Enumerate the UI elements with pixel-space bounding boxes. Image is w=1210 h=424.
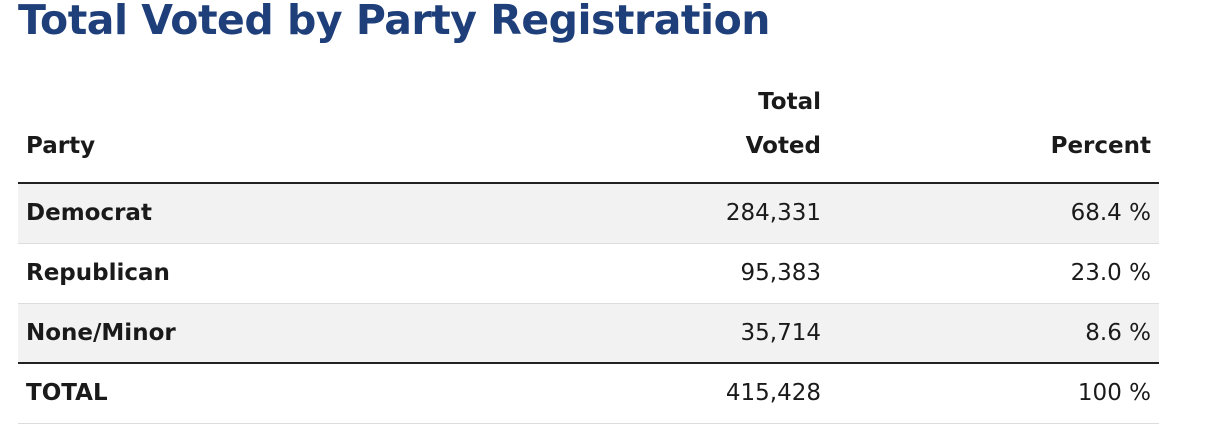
total-row: TOTAL 415,428 100 % (18, 362, 1159, 424)
party-cell: Republican (18, 243, 629, 304)
table-row: Republican 95,383 23.0 % (18, 243, 1159, 304)
column-header-party-label: Party (26, 133, 96, 159)
percent-cell: 8.6 % (829, 303, 1159, 364)
total-voted-cell: 95,383 (629, 243, 829, 304)
party-registration-table: Party Total Voted Percent Democrat 284,3… (18, 80, 1159, 424)
total-party-cell: TOTAL (18, 362, 629, 424)
table-body: Democrat 284,331 68.4 % Republican 95,38… (18, 183, 1159, 424)
percent-cell: 23.0 % (829, 243, 1159, 304)
table-row: Democrat 284,331 68.4 % (18, 183, 1159, 244)
total-voted-cell: 284,331 (629, 183, 829, 244)
table-header-row: Party Total Voted Percent (18, 80, 1159, 184)
page-title: Total Voted by Party Registration (18, 0, 770, 44)
total-voted-sum-cell: 415,428 (629, 362, 829, 424)
column-header-total-voted: Total Voted (629, 80, 829, 184)
percent-cell: 68.4 % (829, 183, 1159, 244)
party-registration-table-wrapper: Party Total Voted Percent Democrat 284,3… (18, 80, 1159, 424)
column-header-voted-label: Voted (745, 133, 821, 159)
column-header-percent-label: Percent (1050, 133, 1151, 159)
total-percent-cell: 100 % (829, 362, 1159, 424)
party-cell: Democrat (18, 183, 629, 244)
column-header-total-label: Total (758, 89, 821, 115)
total-voted-cell: 35,714 (629, 303, 829, 364)
column-header-party: Party (18, 80, 629, 184)
table-header: Party Total Voted Percent (18, 80, 1159, 184)
table-row: None/Minor 35,714 8.6 % (18, 303, 1159, 364)
party-cell: None/Minor (18, 303, 629, 364)
column-header-percent: Percent (829, 80, 1159, 184)
